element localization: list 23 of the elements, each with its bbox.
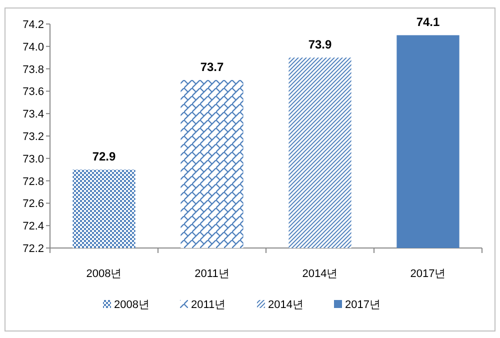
y-tick-label: 73.0 (22, 153, 44, 166)
x-tick-label: 2008년 (86, 268, 122, 280)
data-label: 74.1 (416, 15, 440, 30)
data-label: 73.7 (200, 60, 224, 74)
y-tick-label: 73.4 (22, 108, 44, 121)
y-tick-label: 72.2 (22, 243, 44, 255)
x-tick-label: 2017년 (410, 268, 446, 280)
x-tick-label: 2014년 (302, 268, 338, 280)
y-tick-label: 72.6 (22, 198, 44, 210)
y-tick-label: 73.6 (22, 86, 44, 98)
legend-label: 2014년 (268, 299, 304, 311)
y-tick-label: 74.0 (22, 41, 44, 54)
y-tick-label: 73.8 (22, 64, 44, 76)
y-tick-label: 72.4 (22, 220, 44, 233)
y-tick-label: 73.2 (22, 131, 44, 143)
data-label: 72.9 (92, 150, 116, 164)
data-label: 73.9 (308, 38, 332, 52)
legend-label: 2017년 (345, 299, 380, 311)
legend-label: 2011년 (191, 299, 226, 311)
legend-label: 2008년 (114, 299, 150, 311)
y-tick-label: 74.2 (22, 19, 44, 31)
x-tick-label: 2011년 (194, 268, 230, 280)
y-tick-label: 72.8 (22, 176, 44, 188)
